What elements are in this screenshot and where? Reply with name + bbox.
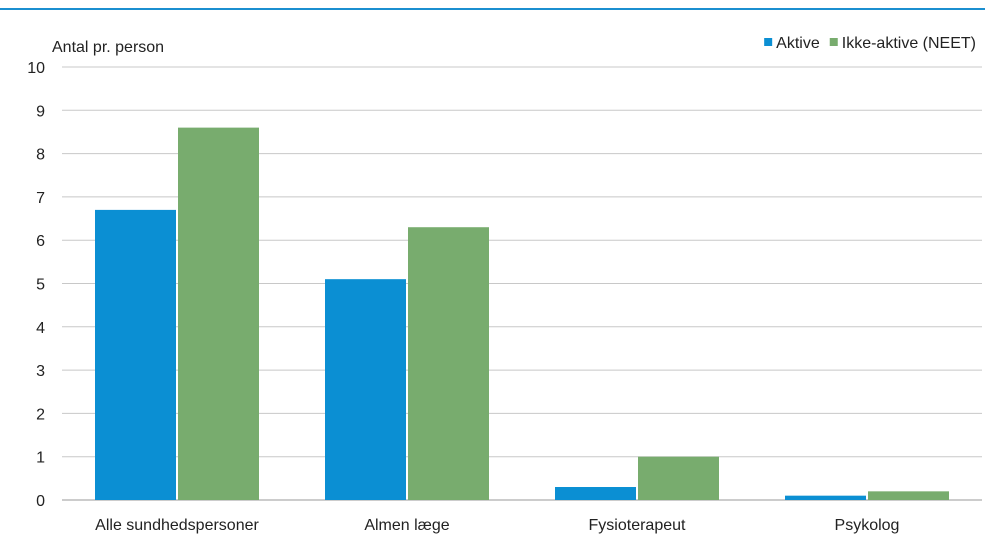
top-rule xyxy=(0,8,985,10)
y-tick-labels: 0 1 2 3 4 5 6 7 8 9 10 xyxy=(27,60,45,510)
bar-aktive-1 xyxy=(325,279,406,500)
bar-aktive-0 xyxy=(95,209,176,500)
y-tick-label: 5 xyxy=(36,277,45,294)
y-tick-label: 3 xyxy=(36,363,45,380)
y-tick-label: 1 xyxy=(36,450,45,467)
y-tick-label: 0 xyxy=(36,493,45,510)
y-axis-title: Antal pr. person xyxy=(52,39,164,56)
y-tick-label: 4 xyxy=(36,320,45,337)
legend-label: Aktive xyxy=(776,35,820,52)
x-tick-labels: Alle sundhedspersoner Almen læge Fysiotera… xyxy=(95,517,899,534)
x-tick-label: Alle sundhedspersoner xyxy=(95,517,259,534)
bars xyxy=(95,127,949,501)
legend-swatch xyxy=(829,38,838,46)
y-tick-label: 2 xyxy=(36,406,45,423)
y-tick-label: 9 xyxy=(36,103,45,120)
y-tick-label: 6 xyxy=(36,233,45,250)
x-tick-label: Almen læge xyxy=(364,517,449,534)
legend-label: Ikke-aktive (NEET) xyxy=(842,35,976,52)
bar-aktive-3 xyxy=(785,495,866,500)
legend-swatch xyxy=(764,38,773,46)
y-tick-label: 8 xyxy=(36,147,45,164)
x-tick-label: Fysioterapeut xyxy=(589,517,686,534)
x-tick-label: Psykolog xyxy=(835,517,900,534)
bar-aktive-2 xyxy=(555,487,636,500)
y-tick-label: 10 xyxy=(27,60,45,77)
legend: Ikke-aktive (NEET) Aktive xyxy=(764,35,976,52)
bar-ikke-aktive-2 xyxy=(638,456,719,500)
bar-ikke-aktive-3 xyxy=(868,491,949,500)
bar-ikke-aktive-0 xyxy=(178,127,259,501)
y-tick-label: 7 xyxy=(36,190,45,207)
bar-ikke-aktive-1 xyxy=(408,227,489,500)
